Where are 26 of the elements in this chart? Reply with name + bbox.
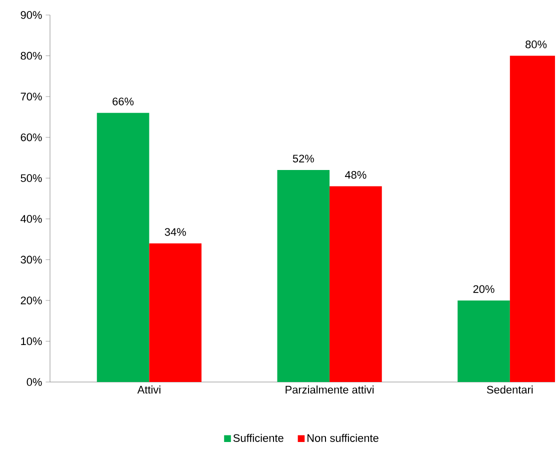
y-tick-label: 30% <box>20 256 42 264</box>
bar <box>330 186 382 382</box>
y-tick-label: 40% <box>20 215 42 223</box>
y-tick-label: 0% <box>26 378 42 386</box>
y-tick-label: 10% <box>21 337 42 346</box>
bar <box>277 170 330 382</box>
y-tick-label: 80% <box>20 52 42 60</box>
y-tick-label: 90% <box>20 11 42 19</box>
data-label: 66% <box>112 98 134 106</box>
data-label: 48% <box>344 171 366 179</box>
legend-label: Non sufficiente <box>308 434 378 442</box>
data-label: 52% <box>292 154 314 162</box>
bar <box>149 243 202 382</box>
bar <box>458 300 510 382</box>
y-tick-label: 20% <box>20 296 42 304</box>
data-label: 20% <box>473 285 494 293</box>
legend-label: Sufficiente <box>233 434 284 442</box>
y-tick-label: 50% <box>20 174 42 182</box>
x-tick-label: Parzialmente attivi <box>286 386 374 394</box>
y-tick-label: 60% <box>20 133 42 142</box>
data-label: 80% <box>526 40 547 48</box>
data-label: 34% <box>164 228 186 236</box>
x-tick-label: Sedentari <box>486 386 533 394</box>
y-tick-label: 70% <box>20 92 42 100</box>
bar <box>96 112 150 382</box>
x-tick-label: Attivi <box>137 386 160 394</box>
